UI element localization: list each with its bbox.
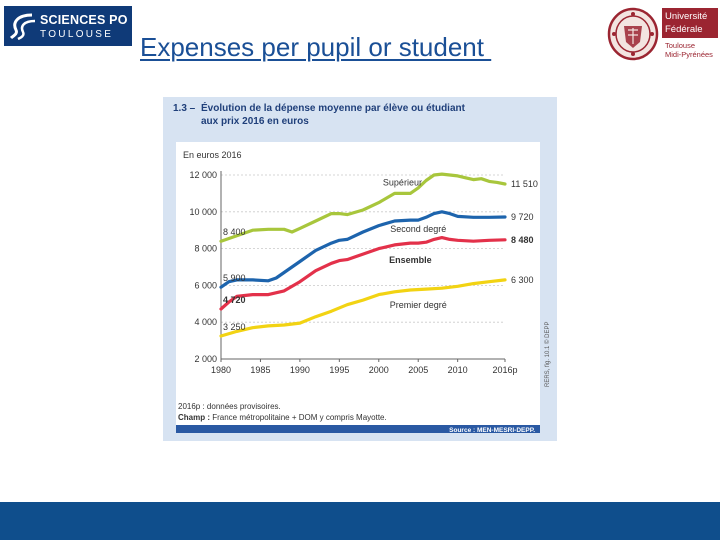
- series-start-label: 3 250: [223, 322, 246, 332]
- series-end-label: 6 300: [511, 275, 534, 285]
- note-champ-label: Champ :: [178, 413, 210, 422]
- series-name-label: Premier degré: [390, 300, 447, 310]
- note-provisional: 2016p : données provisoires.: [178, 402, 281, 411]
- y-tick-label: 10 000: [189, 207, 217, 217]
- y-tick-label: 4 000: [194, 317, 217, 327]
- note-champ: Champ : France métropolitaine + DOM y co…: [178, 413, 387, 422]
- note-vertical: RERS, fig. 10.1 © DEPP: [544, 322, 551, 387]
- y-tick-label: 2 000: [194, 354, 217, 364]
- series-line-1: [219, 210, 507, 289]
- univ-line2: Fédérale: [665, 24, 703, 35]
- univ-line3: Toulouse: [665, 41, 696, 50]
- series-name-label: Second degré: [390, 224, 446, 234]
- series-line-0: [219, 172, 507, 243]
- chart-title-line2: aux prix 2016 en euros: [201, 116, 309, 127]
- y-tick-label: 6 000: [194, 280, 217, 290]
- expense-line-chart: 1.3 – Évolution de la dépense moyenne pa…: [173, 101, 551, 434]
- x-tick-label: 2005: [408, 365, 428, 375]
- note-champ-text: France métropolitaine + DOM y compris Ma…: [210, 413, 387, 422]
- series-start-label: 4 720: [223, 295, 246, 305]
- y-tick-label: 8 000: [194, 244, 217, 254]
- x-tick-label: 2000: [369, 365, 389, 375]
- university-name: Université Fédérale: [662, 8, 718, 38]
- univ-line4: Midi-Pyrénées: [665, 50, 713, 59]
- plot-panel: [176, 142, 540, 430]
- logo-left-line2: TOULOUSE: [40, 29, 114, 40]
- sciences-po-logo: SCIENCES PO TOULOUSE: [4, 6, 132, 46]
- university-location: Toulouse Midi-Pyrénées: [662, 41, 718, 59]
- expense-chart-figure: 1.3 – Évolution de la dépense moyenne pa…: [163, 97, 557, 441]
- university-seal-icon: [607, 7, 659, 61]
- x-tick-label: 1990: [290, 365, 310, 375]
- univ-line1: Université: [665, 11, 708, 22]
- series-end-label: 8 480: [511, 235, 534, 245]
- series-name-label: Ensemble: [389, 255, 432, 265]
- x-tick-label: 2010: [448, 365, 468, 375]
- series-start-label: 8 400: [223, 227, 246, 237]
- source-bar: [176, 425, 540, 433]
- note-source: Source : MEN-MESRI-DEPP.: [449, 427, 535, 434]
- series-line-3: [219, 278, 507, 338]
- page-title: Expenses per pupil or student: [140, 32, 492, 62]
- series-end-label: 9 720: [511, 212, 534, 222]
- x-tick-label: 2016p: [492, 365, 517, 375]
- x-tick-label: 1995: [329, 365, 349, 375]
- footer-band: [0, 502, 720, 540]
- x-tick-label: 1985: [250, 365, 270, 375]
- series-start-label: 5 900: [223, 273, 246, 283]
- x-tick-label: 1980: [211, 365, 231, 375]
- figure-number: 1.3 –: [173, 103, 196, 114]
- y-tick-label: 12 000: [189, 170, 217, 180]
- y-axis-label: En euros 2016: [183, 150, 242, 160]
- universite-federale-logo: Université Fédérale Toulouse Midi-Pyréné…: [604, 4, 718, 64]
- series-line-2: [219, 236, 507, 311]
- series-name-label: Supérieur: [383, 177, 422, 187]
- sciences-po-emblem-icon: [10, 13, 36, 40]
- logo-left-line1: SCIENCES PO: [40, 13, 128, 27]
- series-end-label: 11 510: [511, 179, 538, 189]
- chart-title-line1: Évolution de la dépense moyenne par élèv…: [201, 101, 466, 114]
